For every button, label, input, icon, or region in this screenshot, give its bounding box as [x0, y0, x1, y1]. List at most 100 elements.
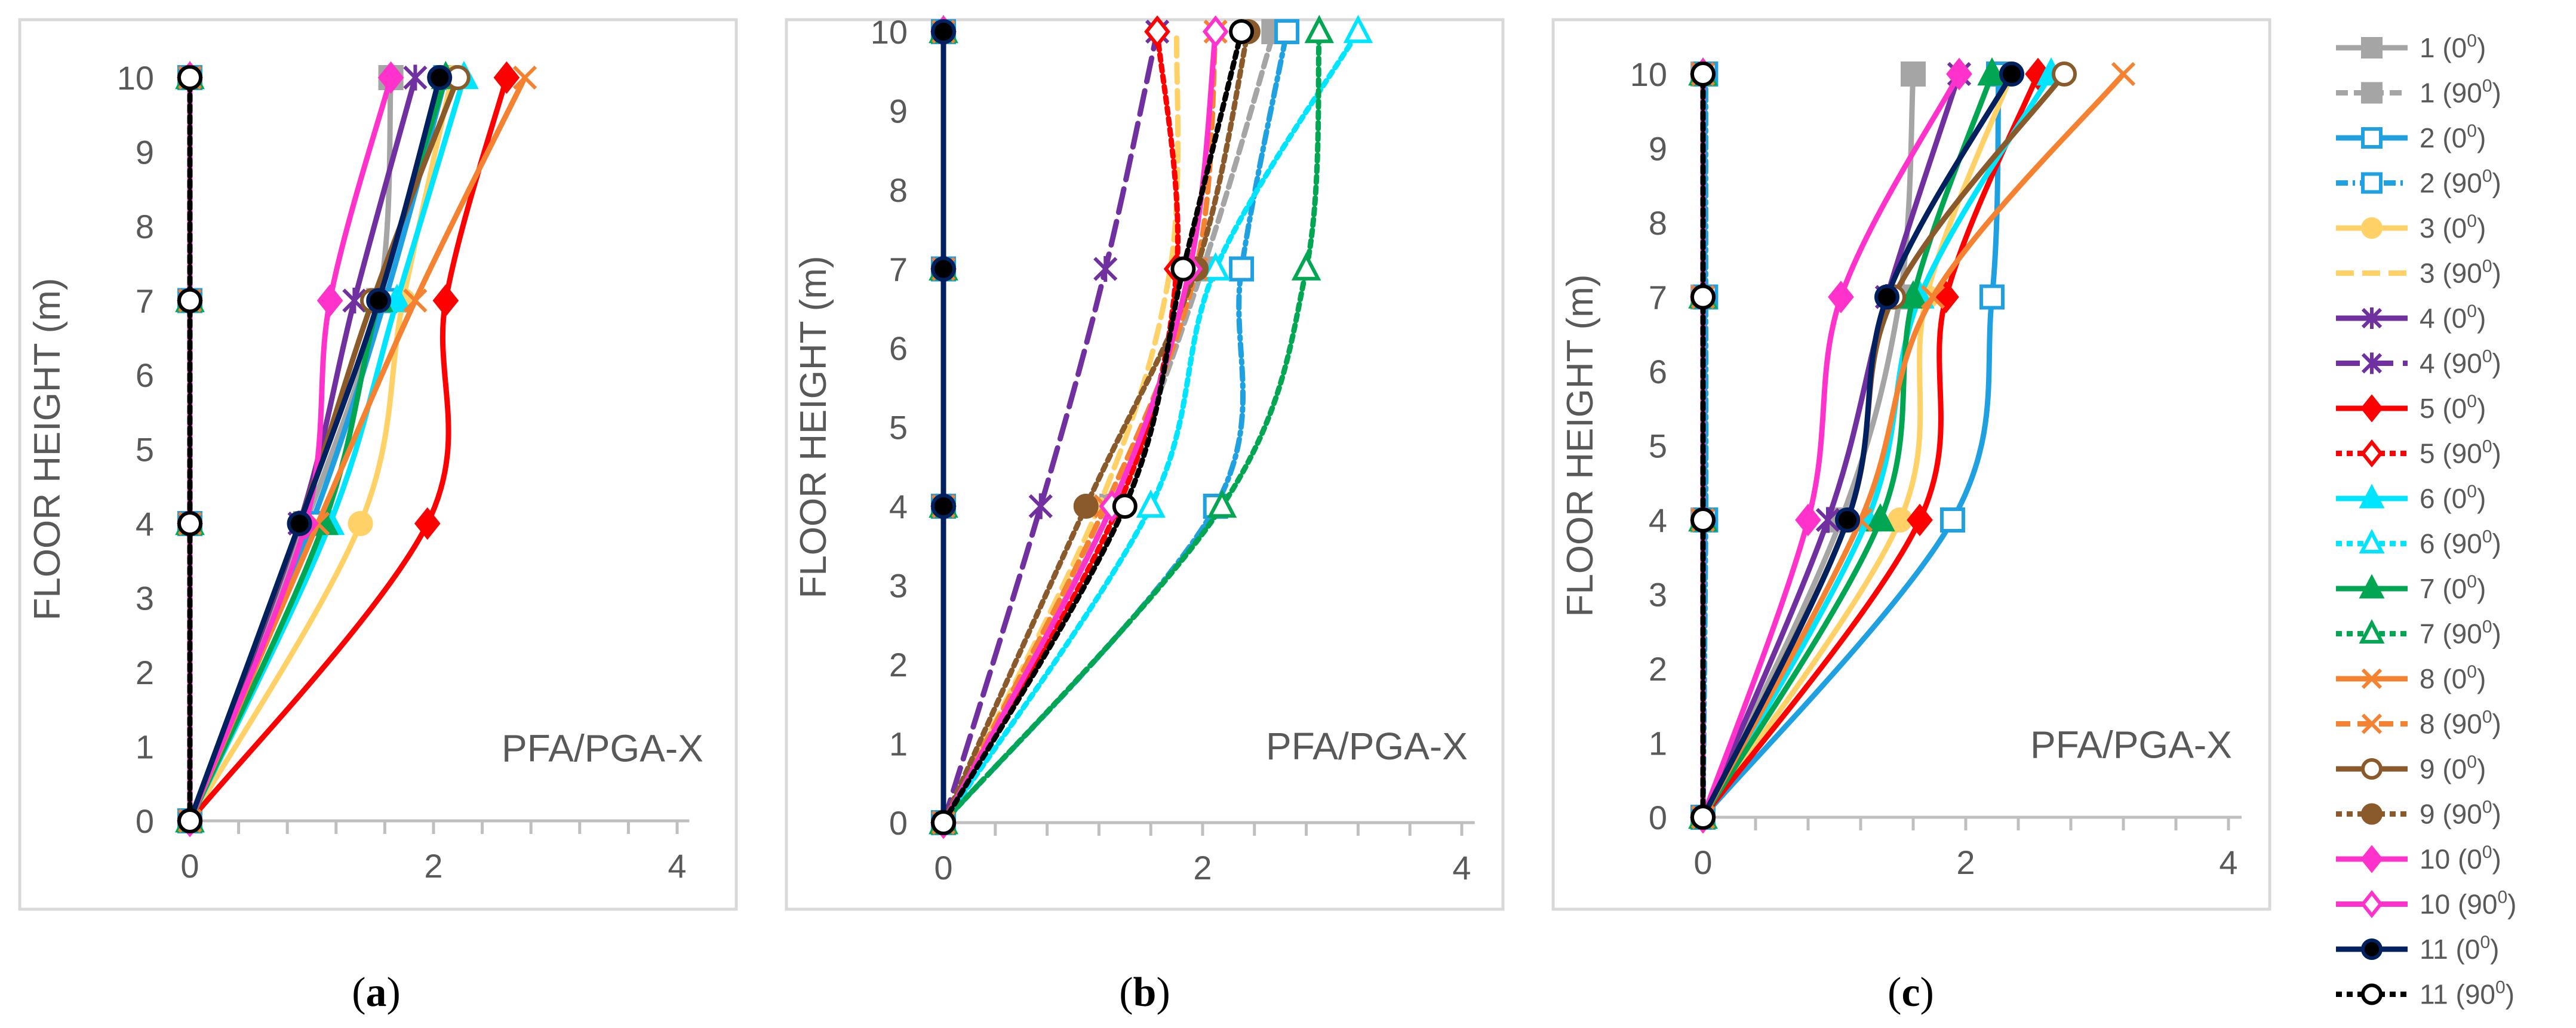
y-tick-label: 3 — [136, 580, 154, 617]
data-point — [342, 287, 367, 314]
data-point — [931, 494, 956, 519]
caption-c: (c) — [1888, 969, 1934, 1015]
caption-a: (a) — [352, 969, 401, 1015]
data-point — [1898, 280, 1928, 309]
legend-marker — [2360, 439, 2383, 468]
legend-label: 7 (900) — [2420, 617, 2501, 650]
series-11-90 — [177, 65, 202, 833]
legend-entry-10-90: 10 (900) — [2336, 888, 2516, 920]
y-tick-label: 8 — [1649, 204, 1667, 242]
y-tick-label: 9 — [136, 134, 154, 171]
legend-marker — [2361, 82, 2383, 104]
chart-frame — [785, 18, 1505, 911]
series-line — [1700, 71, 2126, 820]
y-tick-label: 6 — [1649, 353, 1667, 390]
legend-entry-9-0: 9 (00) — [2336, 752, 2486, 784]
x-tick-label: 2 — [1956, 844, 1975, 881]
series-line — [187, 75, 455, 824]
series-line — [940, 29, 1160, 826]
legend-label: 7 (00) — [2420, 572, 2486, 604]
data-point — [1865, 503, 1895, 532]
data-point — [1073, 494, 1099, 519]
data-point — [177, 288, 202, 313]
y-tick-label: 5 — [1649, 427, 1667, 465]
y-tick-label: 2 — [136, 654, 154, 691]
y-axis-label: FLOOR HEIGHT (m) — [1560, 274, 1601, 617]
data-point — [1828, 281, 1854, 313]
data-point — [2052, 61, 2077, 87]
legend-label: 3 (900) — [2420, 257, 2501, 289]
data-point — [1144, 15, 1170, 48]
y-tick-label: 2 — [1649, 650, 1667, 688]
data-point — [177, 511, 202, 536]
legend-marker — [2360, 890, 2383, 919]
legend-entry-4-90: 4 (900) — [2336, 347, 2501, 379]
legend-label: 8 (00) — [2420, 662, 2486, 694]
series-line — [940, 29, 1322, 826]
axis-annotation: PFA/PGA-X — [502, 727, 703, 770]
legend-label: 1 (00) — [2420, 31, 2486, 63]
data-point — [1229, 256, 1255, 282]
data-point — [1874, 284, 1899, 310]
data-point — [2111, 61, 2136, 87]
legend-marker — [2361, 352, 2383, 374]
legend-entry-5-90: 5 (900) — [2336, 437, 2501, 469]
data-point — [427, 65, 453, 90]
legend-label: 2 (900) — [2420, 167, 2501, 199]
data-point — [1835, 507, 1860, 533]
series-line — [940, 29, 1361, 826]
y-tick-label: 9 — [1649, 130, 1667, 168]
y-tick-label: 7 — [889, 251, 908, 288]
data-point — [1028, 493, 1053, 519]
legend: 1 (00) 1 (900) 2 (00) 2 (900) 3 (00) 3 (900) 4… — [2336, 31, 2516, 1010]
y-tick-label: 7 — [136, 282, 154, 320]
series-11-90 — [1690, 61, 1716, 830]
series-line — [1700, 71, 2015, 820]
legend-marker — [2361, 172, 2383, 194]
legend-label: 5 (900) — [2420, 437, 2501, 469]
legend-label: 11 (900) — [2420, 978, 2514, 1010]
data-point — [931, 256, 956, 282]
data-point — [432, 284, 459, 317]
data-point — [1291, 252, 1321, 281]
x-tick-label: 4 — [2219, 844, 2237, 881]
data-point — [1977, 57, 2007, 86]
data-point — [1690, 805, 1716, 830]
y-tick-label: 2 — [889, 646, 908, 684]
y-tick-label: 8 — [889, 171, 908, 209]
data-point — [1940, 507, 1965, 533]
y-tick-label: 0 — [889, 804, 908, 842]
x-tick-label: 0 — [180, 847, 199, 885]
y-tick-label: 5 — [889, 409, 908, 447]
data-point — [1200, 252, 1231, 281]
y-tick-label: 6 — [889, 330, 908, 367]
y-axis-label: FLOOR HEIGHT (m) — [27, 278, 68, 620]
legend-label: 1 (900) — [2420, 76, 2501, 109]
y-axis-label: FLOOR HEIGHT (m) — [793, 256, 834, 598]
legend-marker — [2359, 619, 2385, 644]
data-point — [493, 61, 520, 94]
legend-label: 10 (900) — [2420, 888, 2516, 920]
legend-marker — [2361, 713, 2383, 734]
data-point — [1136, 489, 1166, 518]
data-point — [1795, 503, 1821, 537]
legend-marker — [2361, 127, 2383, 149]
legend-label: 10 (00) — [2420, 842, 2501, 875]
series-line — [1700, 71, 2015, 820]
x-tick-label: 0 — [1693, 844, 1712, 881]
x-tick-label: 0 — [934, 849, 952, 887]
y-tick-label: 3 — [1649, 576, 1667, 614]
chart-panel-b: 0 2 4 0 1 2 3 4 5 6 7 8 9 10 FLOOR HEIGHT (m) PFA/PGA-X — [785, 13, 1505, 911]
data-point — [1690, 284, 1716, 310]
data-point — [177, 808, 202, 833]
data-point — [1815, 507, 1840, 533]
legend-marker — [2361, 983, 2383, 1005]
x-tick-label: 2 — [424, 847, 442, 885]
y-tick-label: 3 — [889, 567, 908, 605]
series-line — [187, 75, 509, 824]
data-point — [1946, 57, 1972, 91]
data-point — [1274, 19, 1300, 44]
series-line — [1700, 71, 1916, 820]
data-point — [931, 810, 956, 835]
x-tick-label: 2 — [1193, 849, 1212, 887]
